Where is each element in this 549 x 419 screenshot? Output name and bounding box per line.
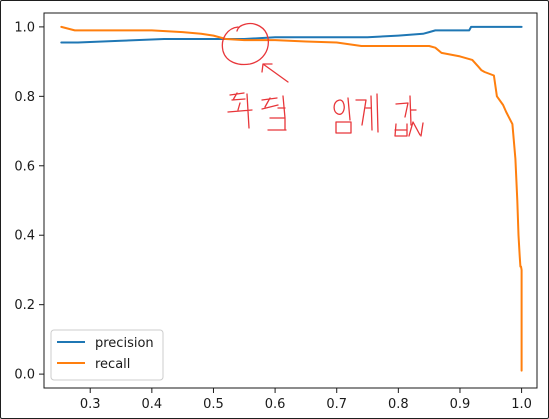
- x-tick-label: 0.6: [265, 397, 286, 412]
- y-tick-label: 0.4: [14, 229, 35, 244]
- y-axis: 0.0 0.2 0.4 0.6 0.8 1.0: [14, 20, 44, 383]
- x-tick-label: 0.7: [326, 397, 347, 412]
- series-layer: [60, 25, 523, 372]
- legend-label-precision: precision: [95, 336, 154, 351]
- handwriting-stroke: [394, 95, 424, 137]
- arrow-marker: [261, 63, 289, 83]
- handwriting-stroke: [333, 97, 352, 134]
- circle-marker: [221, 22, 269, 66]
- y-tick-label: 0.6: [14, 159, 35, 174]
- x-tick-label: 0.8: [388, 397, 409, 412]
- plot-area: [43, 12, 538, 389]
- x-tick-label: 0.5: [203, 397, 224, 412]
- handwriting-stroke: [355, 93, 379, 133]
- y-tick-label: 0.0: [14, 368, 35, 383]
- x-axis: 0.3 0.4 0.5 0.6 0.7 0.8 0.9 1.0: [80, 388, 532, 412]
- series-line-recall: [60, 25, 523, 372]
- x-tick-label: 0.4: [142, 397, 163, 412]
- y-tick-label: 0.8: [14, 90, 35, 105]
- handwriting-stroke: [227, 92, 253, 129]
- y-tick-label: 1.0: [14, 20, 35, 35]
- handwritten-annotation: [221, 22, 424, 137]
- x-tick-label: 0.3: [80, 397, 101, 412]
- x-tick-label: 0.9: [450, 397, 471, 412]
- x-tick-label: 1.0: [511, 397, 532, 412]
- y-tick-label: 0.2: [14, 298, 35, 313]
- handwriting-stroke: [261, 95, 287, 131]
- legend: precision recall: [50, 329, 164, 381]
- legend-label-recall: recall: [95, 357, 130, 372]
- series-line-precision: [60, 25, 523, 44]
